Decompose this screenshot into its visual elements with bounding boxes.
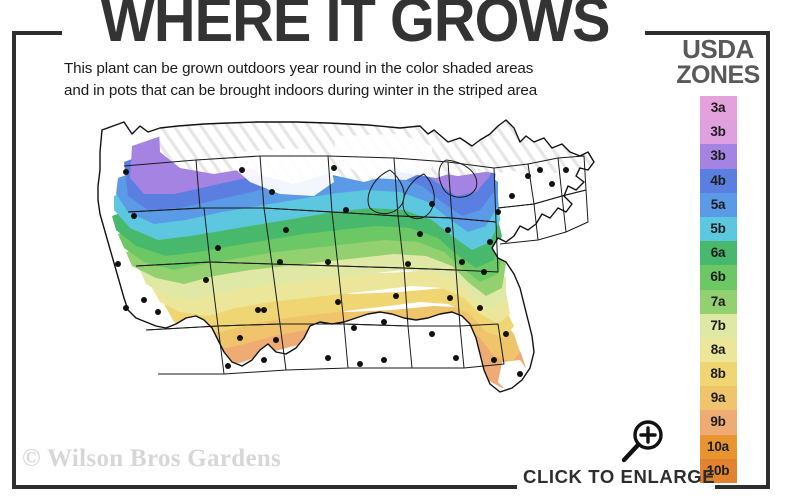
legend-swatch-8a: 8a: [699, 337, 737, 363]
legend-title-line-2: ZONES: [676, 60, 760, 89]
usda-zone-map[interactable]: [28, 112, 648, 452]
legend-swatch-9b: 9b: [699, 410, 737, 435]
frame-border-bottom-left: [12, 485, 517, 489]
legend-swatch-5a: 5a: [699, 192, 737, 217]
legend-swatch-10b: 10b: [699, 458, 737, 484]
legend-swatch-9a: 9a: [699, 386, 737, 411]
legend-swatch-3a: 3a: [699, 96, 737, 121]
legend-swatch-5b: 5b: [699, 216, 737, 242]
legend-swatch-4b: 4b: [699, 168, 737, 193]
magnifier-plus-icon[interactable]: [618, 418, 668, 466]
usda-zones-legend: USDA ZONES 3a 3b 3b 4b 5a 5b 6a 6b 7a 7b 8a 8b 9a 9b 1…: [672, 36, 764, 484]
frame-border-top-right: [645, 31, 770, 35]
legend-swatch-10a: 10a: [699, 434, 737, 459]
legend-swatch-list: 3a 3b 3b 4b 5a 5b 6a 6b 7a 7b 8a 8b 9a 9b 10a 10b: [699, 96, 737, 484]
city-dots: [115, 165, 569, 377]
click-to-enlarge-label[interactable]: CLICK TO ENLARGE: [523, 466, 716, 487]
legend-swatch-3b: 3b: [699, 120, 737, 145]
page-title: WHERE IT GROWS: [100, 0, 610, 55]
legend-swatch-8b: 8b: [699, 362, 737, 387]
subtitle-line-2: and in pots that can be brought indoors …: [64, 82, 538, 100]
usa-outline: [97, 119, 595, 393]
copyright-watermark: © Wilson Bros Gardens: [22, 445, 282, 472]
legend-swatch-6a: 6a: [699, 241, 737, 266]
legend-swatch-3b: 3b: [699, 144, 737, 169]
legend-swatch-7b: 7b: [699, 313, 737, 338]
subtitle-text: This plant can be grown outdoors year ro…: [64, 58, 634, 102]
state-boundaries: [123, 155, 589, 375]
frame-border-top-left: [12, 31, 62, 35]
legend-swatch-7a: 7a: [699, 289, 737, 314]
frame-border-right: [766, 31, 770, 489]
legend-title: USDA ZONES: [672, 36, 764, 88]
legend-title-line-1: USDA: [682, 34, 754, 64]
subtitle-line-1: This plant can be grown outdoors year ro…: [64, 60, 534, 77]
legend-swatch-6b: 6b: [699, 265, 737, 290]
frame-border-left: [12, 31, 16, 489]
frame-border-bottom-right: [715, 485, 770, 489]
